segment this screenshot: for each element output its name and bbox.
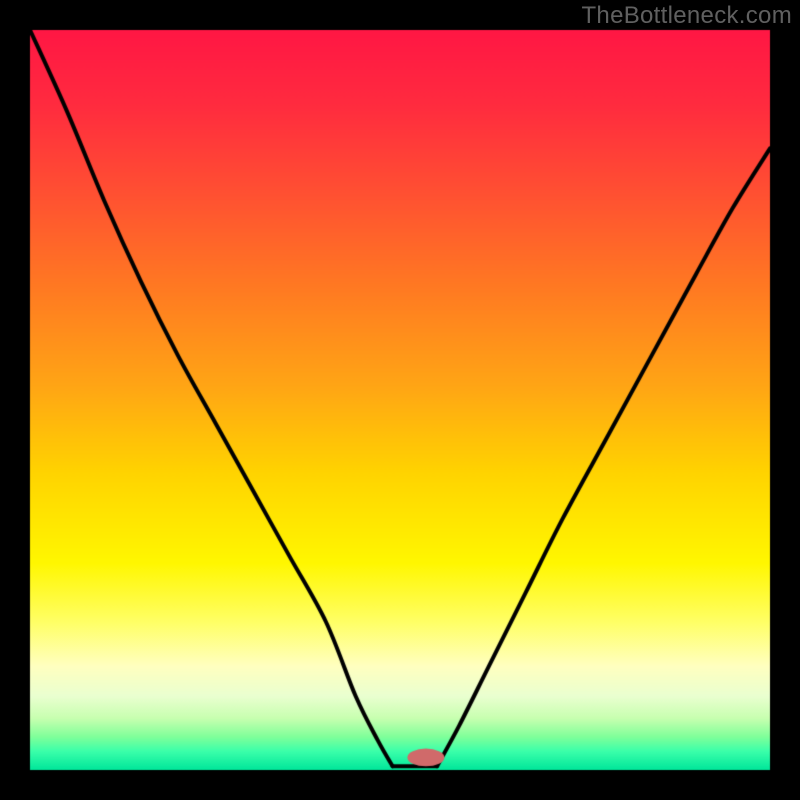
bottleneck-chart [0,0,800,800]
watermark-text: TheBottleneck.com [581,2,792,30]
